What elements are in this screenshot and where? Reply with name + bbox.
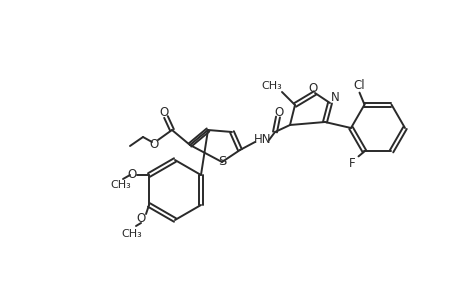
Text: HN: HN <box>254 133 271 146</box>
Text: N: N <box>330 91 339 103</box>
Text: O: O <box>308 82 317 94</box>
Text: O: O <box>149 137 158 151</box>
Text: F: F <box>348 157 355 170</box>
Text: O: O <box>127 169 136 182</box>
Text: O: O <box>136 212 146 226</box>
Text: O: O <box>274 106 283 118</box>
Text: Cl: Cl <box>353 79 364 92</box>
Text: S: S <box>218 154 226 167</box>
Text: CH₃: CH₃ <box>261 81 282 91</box>
Text: CH₃: CH₃ <box>111 180 131 190</box>
Text: CH₃: CH₃ <box>121 229 142 239</box>
Text: O: O <box>159 106 168 118</box>
